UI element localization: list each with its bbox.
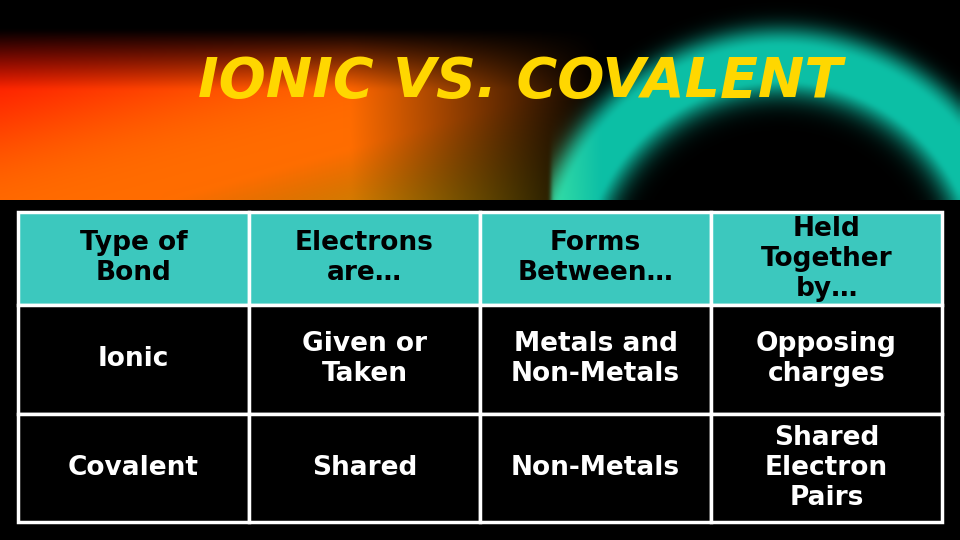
Text: Ionic: Ionic [98, 346, 169, 372]
Bar [480, 305, 711, 414]
Text: Electrons
are…: Electrons are… [295, 231, 434, 287]
Text: Forms
Between…: Forms Between… [517, 231, 673, 287]
Text: Opposing
charges: Opposing charges [756, 331, 897, 387]
Text: Given or
Taken: Given or Taken [302, 331, 427, 387]
Bar [249, 414, 480, 522]
Text: Non-Metals: Non-Metals [511, 455, 680, 481]
Text: Metals and
Non-Metals: Metals and Non-Metals [511, 331, 680, 387]
Bar [711, 305, 942, 414]
Text: IONIC VS. COVALENT: IONIC VS. COVALENT [198, 55, 842, 109]
Text: Shared
Electron
Pairs: Shared Electron Pairs [765, 425, 888, 511]
Bar [18, 212, 249, 305]
Bar [18, 414, 249, 522]
Text: Type of
Bond: Type of Bond [80, 231, 187, 287]
Text: Covalent: Covalent [68, 455, 199, 481]
Bar [249, 305, 480, 414]
Bar [480, 414, 711, 522]
Bar [249, 212, 480, 305]
Text: Shared: Shared [312, 455, 418, 481]
Bar [480, 212, 711, 305]
Text: Held
Together
by…: Held Together by… [760, 215, 892, 301]
Bar [711, 414, 942, 522]
Bar [711, 212, 942, 305]
Bar [18, 305, 249, 414]
